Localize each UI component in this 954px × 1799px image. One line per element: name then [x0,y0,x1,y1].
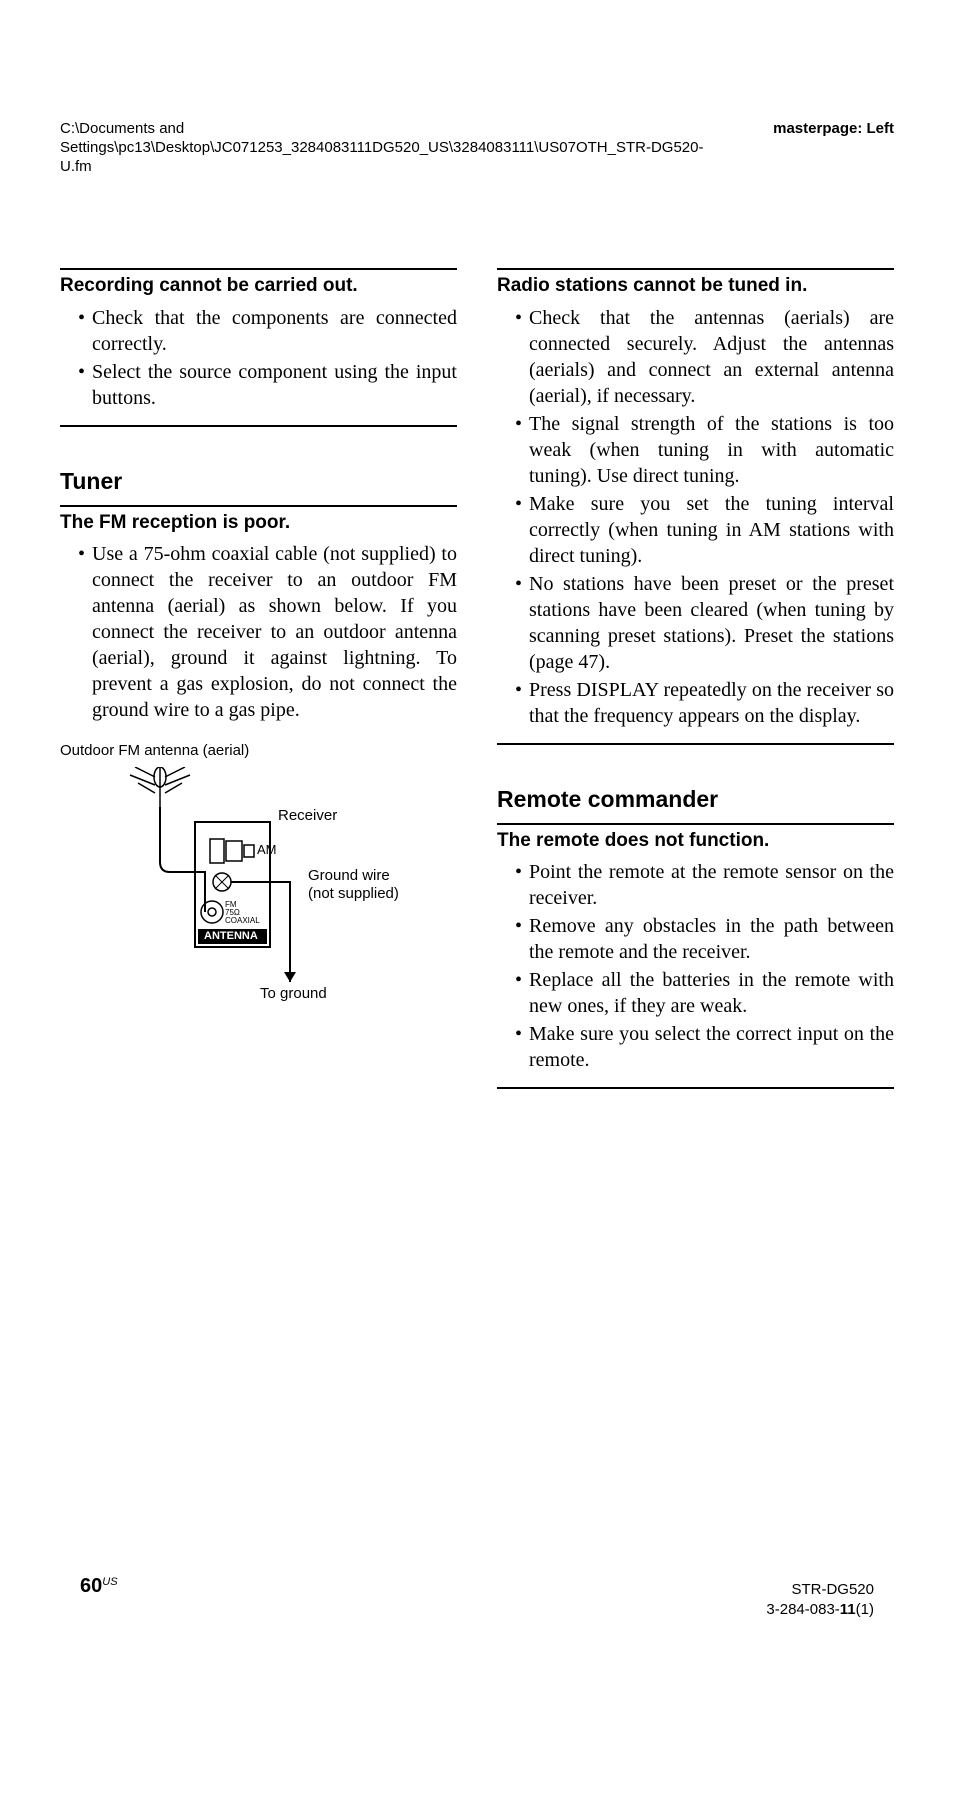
header-path-line3: U.fm [60,158,894,177]
issue-title-radio-tune: Radio stations cannot be tuned in. [497,274,894,299]
bullet-item: Replace all the batteries in the remote … [515,967,894,1019]
header-path-line2: Settings\pc13\Desktop\JC071253_328408311… [60,139,894,158]
diagram-label-groundwire-2: (not supplied) [308,885,399,903]
bullet-item: Make sure you select the correct input o… [515,1021,894,1073]
page: C:\Documents and Settings\pc13\Desktop\J… [0,0,954,1799]
bullet-item: Make sure you set the tuning interval co… [515,491,894,569]
diagram-label-fm-block: FM 75Ω COAXIAL [225,901,260,925]
bullet-item: Use a 75-ohm coaxial cable (not supplied… [78,541,457,723]
divider [60,268,457,270]
bullet-list: Use a 75-ohm coaxial cable (not supplied… [78,541,457,723]
divider [497,823,894,825]
divider [60,505,457,507]
footer-doc-code-pre: 3-284-083- [766,1601,839,1618]
section-title-tuner: Tuner [60,467,457,497]
diagram-label-groundwire-1: Ground wire [308,867,399,885]
issue-title-fm-reception: The FM reception is poor. [60,511,457,536]
content-columns: Recording cannot be carried out. Check t… [60,260,894,1089]
divider [497,268,894,270]
diagram-label-am: AM [257,842,277,858]
header-path-block: C:\Documents and Settings\pc13\Desktop\J… [60,120,894,176]
page-number-value: 60 [80,1575,102,1597]
bullet-item: Select the source component using the in… [78,359,457,411]
bullet-item: Check that the components are connected … [78,305,457,357]
diagram-caption: Outdoor FM antenna (aerial) [60,741,457,761]
bullet-item: Remove any obstacles in the path between… [515,913,894,965]
page-number: 60US [80,1573,118,1599]
bullet-item: No stations have been preset or the pres… [515,571,894,675]
header-masterpage: masterpage: Left [773,120,894,139]
footer-model-block: STR-DG520 3-284-083-11(1) [766,1580,874,1619]
bullet-list: Check that the antennas (aerials) are co… [515,305,894,729]
section-title-remote: Remote commander [497,785,894,815]
diagram-label-coaxial: COAXIAL [225,917,260,925]
footer-doc-code-post: (1) [856,1601,874,1618]
page-number-region: US [102,1576,117,1588]
bullet-item: Press DISPLAY repeatedly on the receiver… [515,677,894,729]
antenna-diagram: Receiver AM FM 75Ω COAXIAL ANTENNA Groun… [60,767,430,1037]
divider [497,1087,894,1089]
footer-model: STR-DG520 [766,1580,874,1600]
bullet-list: Point the remote at the remote sensor on… [515,859,894,1073]
bullet-item: The signal strength of the stations is t… [515,411,894,489]
diagram-label-groundwire: Ground wire (not supplied) [308,867,399,903]
diagram-label-antenna: ANTENNA [204,930,258,943]
footer-doc-code-bold: 11 [840,1601,856,1618]
left-column: Recording cannot be carried out. Check t… [60,260,457,1089]
right-column: Radio stations cannot be tuned in. Check… [497,260,894,1089]
diagram-label-receiver: Receiver [278,807,337,825]
header-path-line1: C:\Documents and [60,120,894,139]
bullet-item: Check that the antennas (aerials) are co… [515,305,894,409]
divider [497,743,894,745]
divider [60,425,457,427]
footer-doc-code: 3-284-083-11(1) [766,1600,874,1620]
issue-title-remote-nofunc: The remote does not function. [497,829,894,854]
bullet-list: Check that the components are connected … [78,305,457,411]
bullet-item: Point the remote at the remote sensor on… [515,859,894,911]
diagram-label-toground: To ground [260,985,327,1003]
issue-title-recording: Recording cannot be carried out. [60,274,457,299]
